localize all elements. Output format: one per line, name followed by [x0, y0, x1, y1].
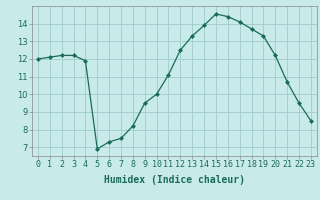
X-axis label: Humidex (Indice chaleur): Humidex (Indice chaleur): [104, 175, 245, 185]
